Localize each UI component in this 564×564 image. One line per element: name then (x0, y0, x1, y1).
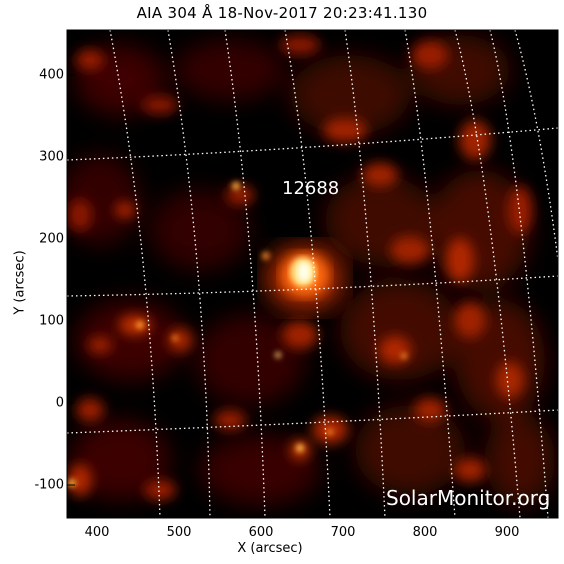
x-tick-label: 600 (248, 525, 274, 540)
x-tick-label: 800 (412, 525, 438, 540)
x-tick-label: 900 (494, 525, 520, 540)
x-tick-label: 700 (330, 525, 356, 540)
plot-border (66, 29, 559, 519)
x-tick-label: 400 (84, 525, 110, 540)
y-axis-label: Y (arcsec) (12, 250, 28, 315)
y-tick-label: 300 (39, 149, 64, 165)
y-tick-label: -100 (34, 477, 64, 493)
axis-ticks (67, 74, 508, 518)
x-tick-label: 500 (166, 525, 192, 540)
heliographic-grid (67, 30, 558, 518)
watermark: SolarMonitor.org (386, 486, 551, 510)
x-axis-label: X (arcsec) (237, 541, 303, 556)
active-region-flare (265, 244, 345, 312)
image-title: AIA 304 Å 18-Nov-2017 20:23:41.130 (136, 4, 428, 22)
active-region-label: 12688 (282, 178, 340, 199)
y-tick-label: 100 (39, 313, 64, 329)
network-patches (68, 35, 532, 500)
y-tick-label: 200 (39, 231, 64, 247)
y-tick-label: 400 (39, 67, 64, 83)
bright-kernels (68, 182, 407, 487)
y-tick-label: 0 (55, 395, 64, 411)
